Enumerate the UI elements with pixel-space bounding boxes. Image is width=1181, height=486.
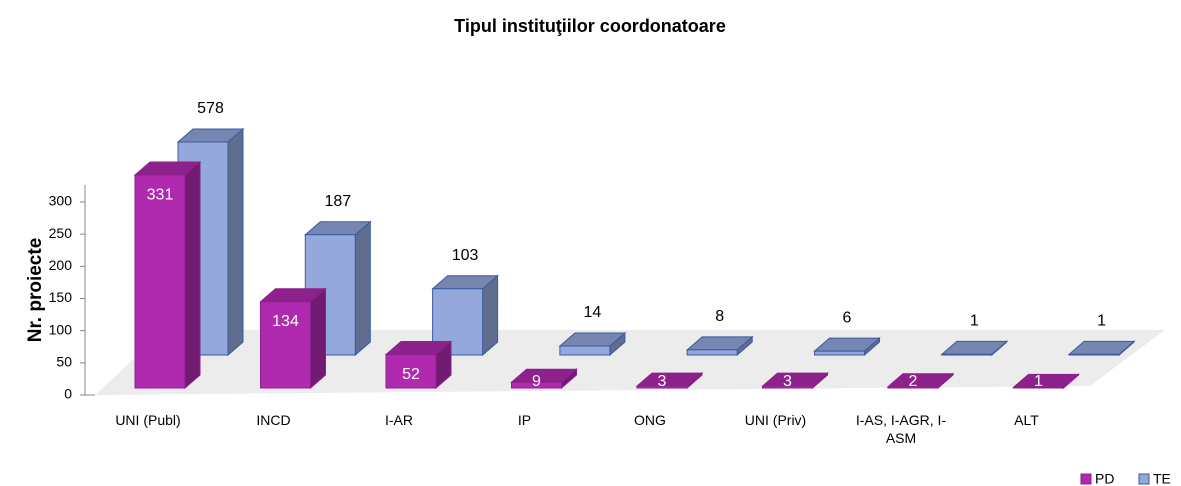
bar — [303, 220, 372, 357]
bar-front — [260, 301, 311, 389]
y-tick-label: 200 — [49, 257, 73, 273]
data-label: 6 — [843, 309, 852, 326]
bar-side — [354, 220, 371, 357]
x-tick-label: INCD — [256, 412, 291, 428]
bar-front — [814, 350, 865, 356]
bar — [813, 337, 881, 357]
bar-front — [941, 353, 993, 356]
bar — [1067, 340, 1136, 357]
bar-side — [227, 127, 244, 357]
data-label: 1 — [1097, 313, 1106, 330]
bar — [558, 331, 627, 357]
bar-front — [636, 385, 688, 389]
data-label: 14 — [584, 304, 602, 321]
bar — [685, 335, 754, 357]
x-tick-label: I-AR — [385, 412, 413, 428]
data-label: 9 — [532, 373, 541, 390]
y-tick-label: 300 — [49, 193, 73, 209]
chart-title: Tipul instituţiilor coordonatoare — [454, 16, 726, 36]
floor — [95, 330, 1165, 395]
y-tick-label: 0 — [64, 386, 72, 402]
bar — [940, 340, 1009, 357]
bar — [1012, 373, 1080, 390]
y-tick-label: 150 — [49, 289, 73, 305]
data-label: 2 — [909, 373, 918, 390]
bar-front — [1013, 386, 1064, 389]
data-label: 3 — [783, 373, 792, 390]
y-tick-label: 250 — [49, 225, 73, 241]
y-axis-label: Nr. proiecte — [25, 238, 46, 343]
data-label: 187 — [324, 193, 351, 210]
bar — [259, 287, 327, 390]
bar — [635, 371, 704, 390]
x-tick-label: IP — [517, 412, 532, 428]
bar — [510, 368, 578, 390]
bar-front — [686, 349, 738, 356]
x-tick-label: UNI (Publ) — [115, 412, 181, 428]
data-label: 331 — [147, 186, 174, 203]
bar-front — [1068, 353, 1120, 356]
bar-front — [559, 345, 611, 356]
bar — [133, 160, 202, 390]
x-tick-label: I-AS, I-AGR, I-ASM — [855, 412, 947, 446]
bar-side — [184, 160, 201, 390]
data-label: 134 — [272, 313, 299, 330]
y-tick-label: 50 — [56, 354, 72, 370]
y-tick-label: 100 — [49, 321, 73, 337]
bar — [886, 372, 955, 390]
legend-label: PD — [1095, 471, 1114, 486]
legend-swatch — [1080, 473, 1092, 485]
bar-side — [310, 287, 326, 390]
x-tick-label: ALT — [1014, 412, 1039, 428]
data-label: 1 — [1034, 373, 1043, 390]
bar — [761, 371, 829, 390]
data-label: 1 — [970, 313, 979, 330]
legend-label: TE — [1153, 471, 1171, 486]
bar — [431, 274, 499, 357]
bar — [384, 340, 453, 390]
bar-side — [482, 274, 499, 357]
x-tick-label: UNI (Priv) — [744, 412, 807, 428]
bar-front — [134, 174, 186, 389]
data-label: 8 — [715, 308, 724, 325]
data-label: 578 — [197, 100, 224, 117]
bar-front — [385, 354, 437, 389]
data-label: 3 — [658, 373, 667, 390]
legend-swatch — [1138, 473, 1150, 485]
data-label: 103 — [452, 247, 479, 264]
bar-front — [762, 385, 813, 389]
bar-front — [887, 386, 939, 389]
bar-front — [511, 381, 562, 389]
x-tick-label: ONG — [634, 412, 666, 428]
data-label: 52 — [402, 366, 420, 383]
